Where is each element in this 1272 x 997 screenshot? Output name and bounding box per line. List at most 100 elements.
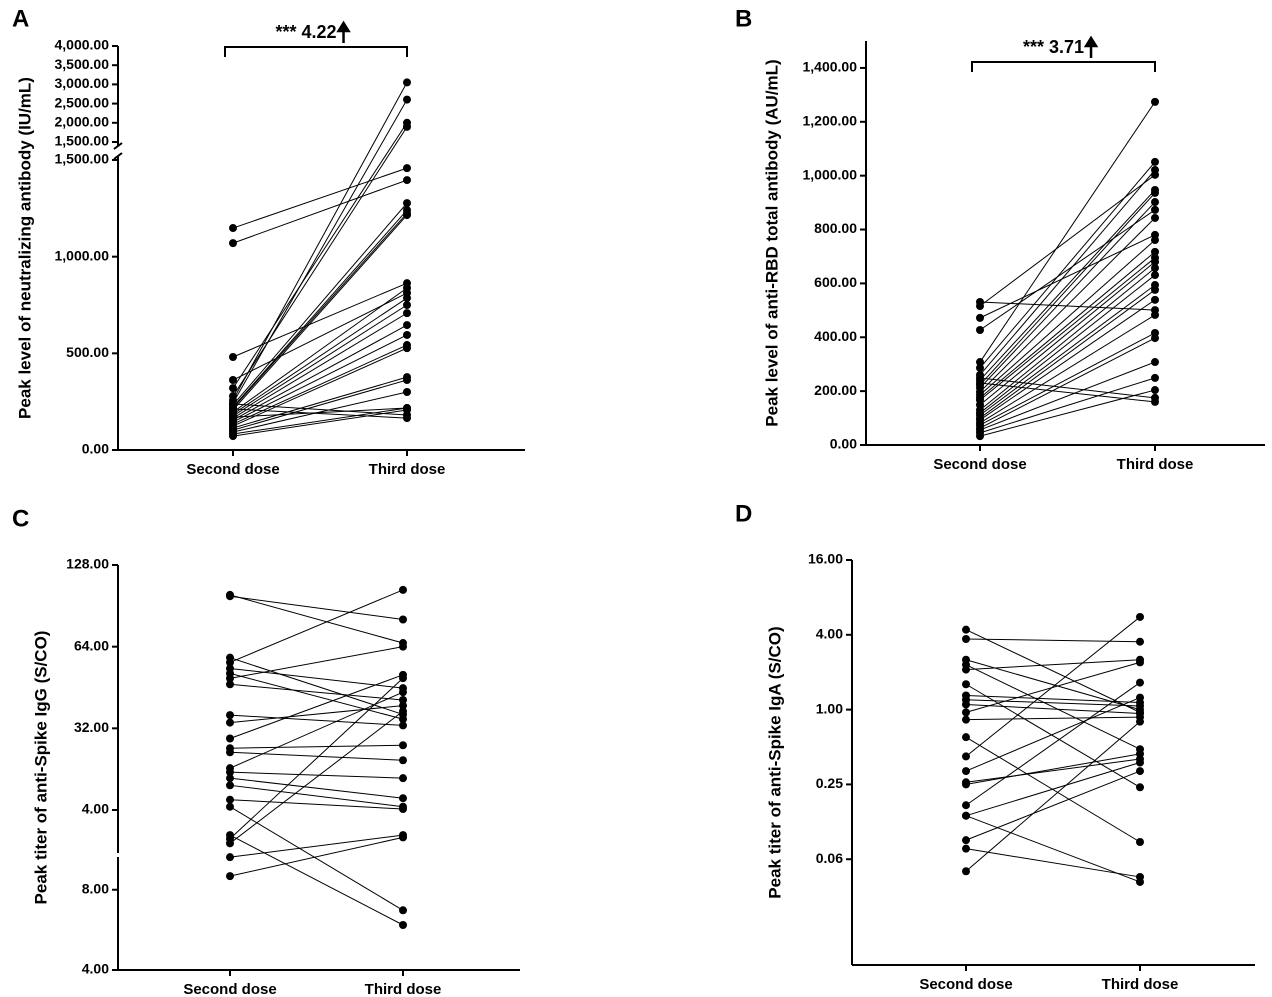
pair-line <box>965 638 1141 643</box>
pair-line <box>232 324 408 421</box>
data-point <box>976 325 984 334</box>
pair-line <box>232 287 408 413</box>
data-point <box>403 211 411 220</box>
y-tick-label: 4.00 <box>82 801 109 817</box>
pair-line <box>232 304 408 417</box>
pair-line <box>229 667 404 689</box>
arrow <box>336 20 351 43</box>
pair-line <box>979 257 1156 401</box>
pair-line <box>979 382 1156 403</box>
data-point <box>1151 97 1159 106</box>
pair-line <box>229 834 404 858</box>
pair-line <box>229 834 404 926</box>
data-point <box>1136 658 1144 667</box>
arrow <box>1083 35 1099 58</box>
data-point <box>399 774 407 783</box>
pair-line <box>232 408 408 419</box>
pair-line <box>979 239 1156 396</box>
pair-line <box>229 751 404 761</box>
axis-break-mark <box>113 142 123 150</box>
data-point <box>1136 717 1144 726</box>
data-point <box>226 768 234 777</box>
data-point <box>403 78 411 87</box>
data-point <box>226 781 234 790</box>
data-point <box>229 405 237 414</box>
pair-line <box>229 672 404 720</box>
data-point <box>226 674 234 683</box>
y-tick-label: 1,500.00 <box>55 133 110 149</box>
data-point <box>1151 373 1159 382</box>
data-point <box>1151 271 1159 280</box>
y-tick-label: 0.00 <box>82 441 109 457</box>
pair-line <box>232 82 408 401</box>
pair-line <box>232 409 408 437</box>
data-point <box>976 432 984 441</box>
data-point <box>403 321 411 330</box>
data-point <box>1151 188 1159 197</box>
data-point <box>962 780 970 789</box>
data-point <box>403 404 411 413</box>
pair-line <box>229 705 404 724</box>
pair-line <box>232 334 408 423</box>
data-point <box>229 413 237 422</box>
data-point <box>399 741 407 750</box>
y-tick-label: 3,000.00 <box>55 75 110 91</box>
data-point <box>403 122 411 131</box>
y-tick-label: 1,200.00 <box>803 113 858 129</box>
data-point <box>1151 205 1159 214</box>
pair-line <box>965 758 1141 783</box>
data-point <box>399 642 407 651</box>
pair-line <box>965 697 1141 772</box>
y-tick-label: 4.00 <box>82 961 109 977</box>
pair-line <box>232 379 408 431</box>
pair-line <box>979 101 1156 363</box>
data-point <box>399 921 407 930</box>
y-tick-label: 0.25 <box>816 775 843 791</box>
pair-line <box>232 312 408 419</box>
pair-line <box>965 664 1141 750</box>
pair-line <box>232 282 408 358</box>
pair-line <box>229 744 404 749</box>
data-point <box>1151 257 1159 266</box>
pair-line <box>979 217 1156 393</box>
y-tick-label: 3,500.00 <box>55 56 110 72</box>
data-point <box>403 309 411 318</box>
y-tick-label: 1,500.00 <box>55 151 110 167</box>
data-point <box>976 313 984 322</box>
data-point <box>962 715 970 724</box>
pair-line <box>979 192 1156 386</box>
x-tick-label: Second dose <box>183 981 276 997</box>
pair-line <box>965 848 1141 878</box>
data-point <box>1151 358 1159 367</box>
pair-line <box>979 169 1156 376</box>
data-point <box>226 795 234 804</box>
pair-line <box>979 377 1156 434</box>
pair-line <box>979 361 1156 431</box>
data-point <box>403 414 411 423</box>
data-point <box>403 164 411 173</box>
data-point <box>403 301 411 309</box>
data-point <box>403 344 411 353</box>
data-point <box>229 353 237 362</box>
y-tick-label: 1,000.00 <box>55 247 110 263</box>
data-point <box>1151 295 1159 304</box>
data-point <box>1136 612 1144 621</box>
pair-line <box>229 806 404 911</box>
pair-line <box>229 714 404 726</box>
data-point <box>399 794 407 803</box>
data-point <box>226 592 234 601</box>
y-tick-label: 600.00 <box>814 274 857 290</box>
data-point <box>399 756 407 765</box>
pair-line <box>965 629 1141 713</box>
data-point <box>1151 166 1159 175</box>
data-point <box>403 330 411 339</box>
data-point <box>962 700 970 709</box>
y-axis-label: Peak level of neutralizing antibody (IU/… <box>15 77 34 419</box>
data-point <box>399 715 407 724</box>
pair-line <box>979 161 1156 369</box>
pair-line <box>979 274 1156 414</box>
data-point <box>399 585 407 594</box>
pair-line <box>965 683 1141 788</box>
y-tick-label: 64.00 <box>74 637 109 653</box>
